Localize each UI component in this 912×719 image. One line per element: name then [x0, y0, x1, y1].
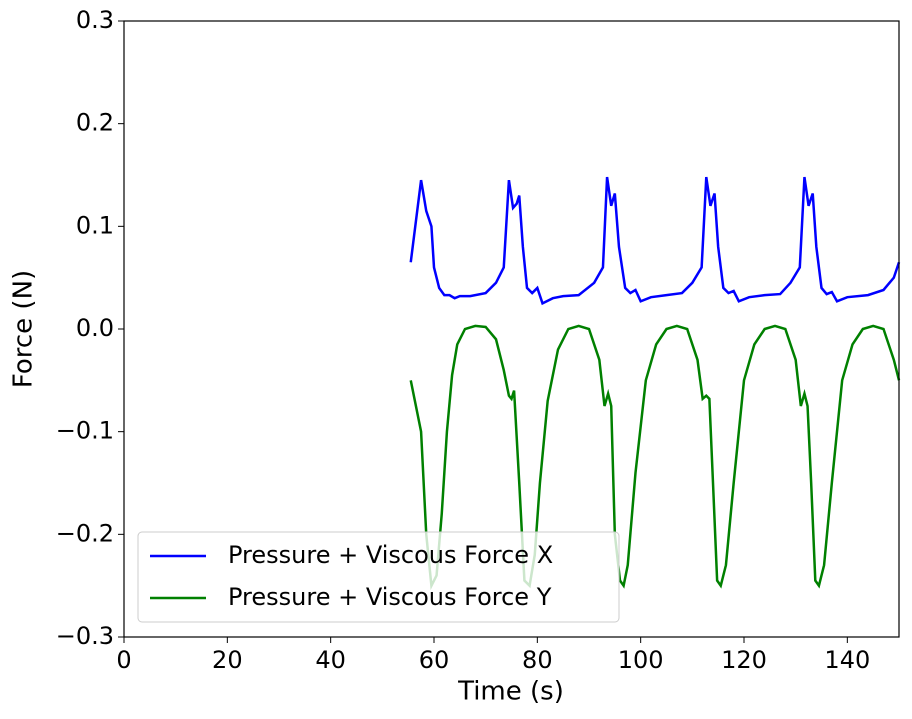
legend-label: Pressure + Viscous Force X: [228, 541, 553, 569]
y-tick-label: 0.0: [76, 314, 114, 342]
x-axis-label: Time (s): [457, 677, 564, 707]
data-line: [409, 324, 901, 591]
x-tick-label: 140: [824, 646, 870, 674]
legend-label: Pressure + Viscous Force Y: [228, 583, 552, 611]
y-tick-label: 0.3: [76, 6, 114, 34]
plot-frame: [123, 20, 900, 638]
y-tick-label: −0.2: [56, 519, 114, 547]
y-tick-label: 0.1: [76, 211, 114, 239]
x-tick-label: 120: [721, 646, 767, 674]
x-tick-label: 20: [212, 646, 243, 674]
y-tick-label: 0.2: [76, 109, 114, 137]
y-tick-label: −0.3: [56, 622, 114, 650]
x-tick-label: 60: [419, 646, 450, 674]
x-tick-label: 100: [618, 646, 664, 674]
x-tick-label: 80: [522, 646, 553, 674]
legend-box: [137, 531, 620, 623]
x-tick-label: 40: [315, 646, 346, 674]
data-line: [409, 176, 901, 306]
x-tick-label: 0: [116, 646, 131, 674]
y-tick-label: −0.1: [56, 417, 114, 445]
y-axis-label: Force (N): [9, 270, 39, 388]
